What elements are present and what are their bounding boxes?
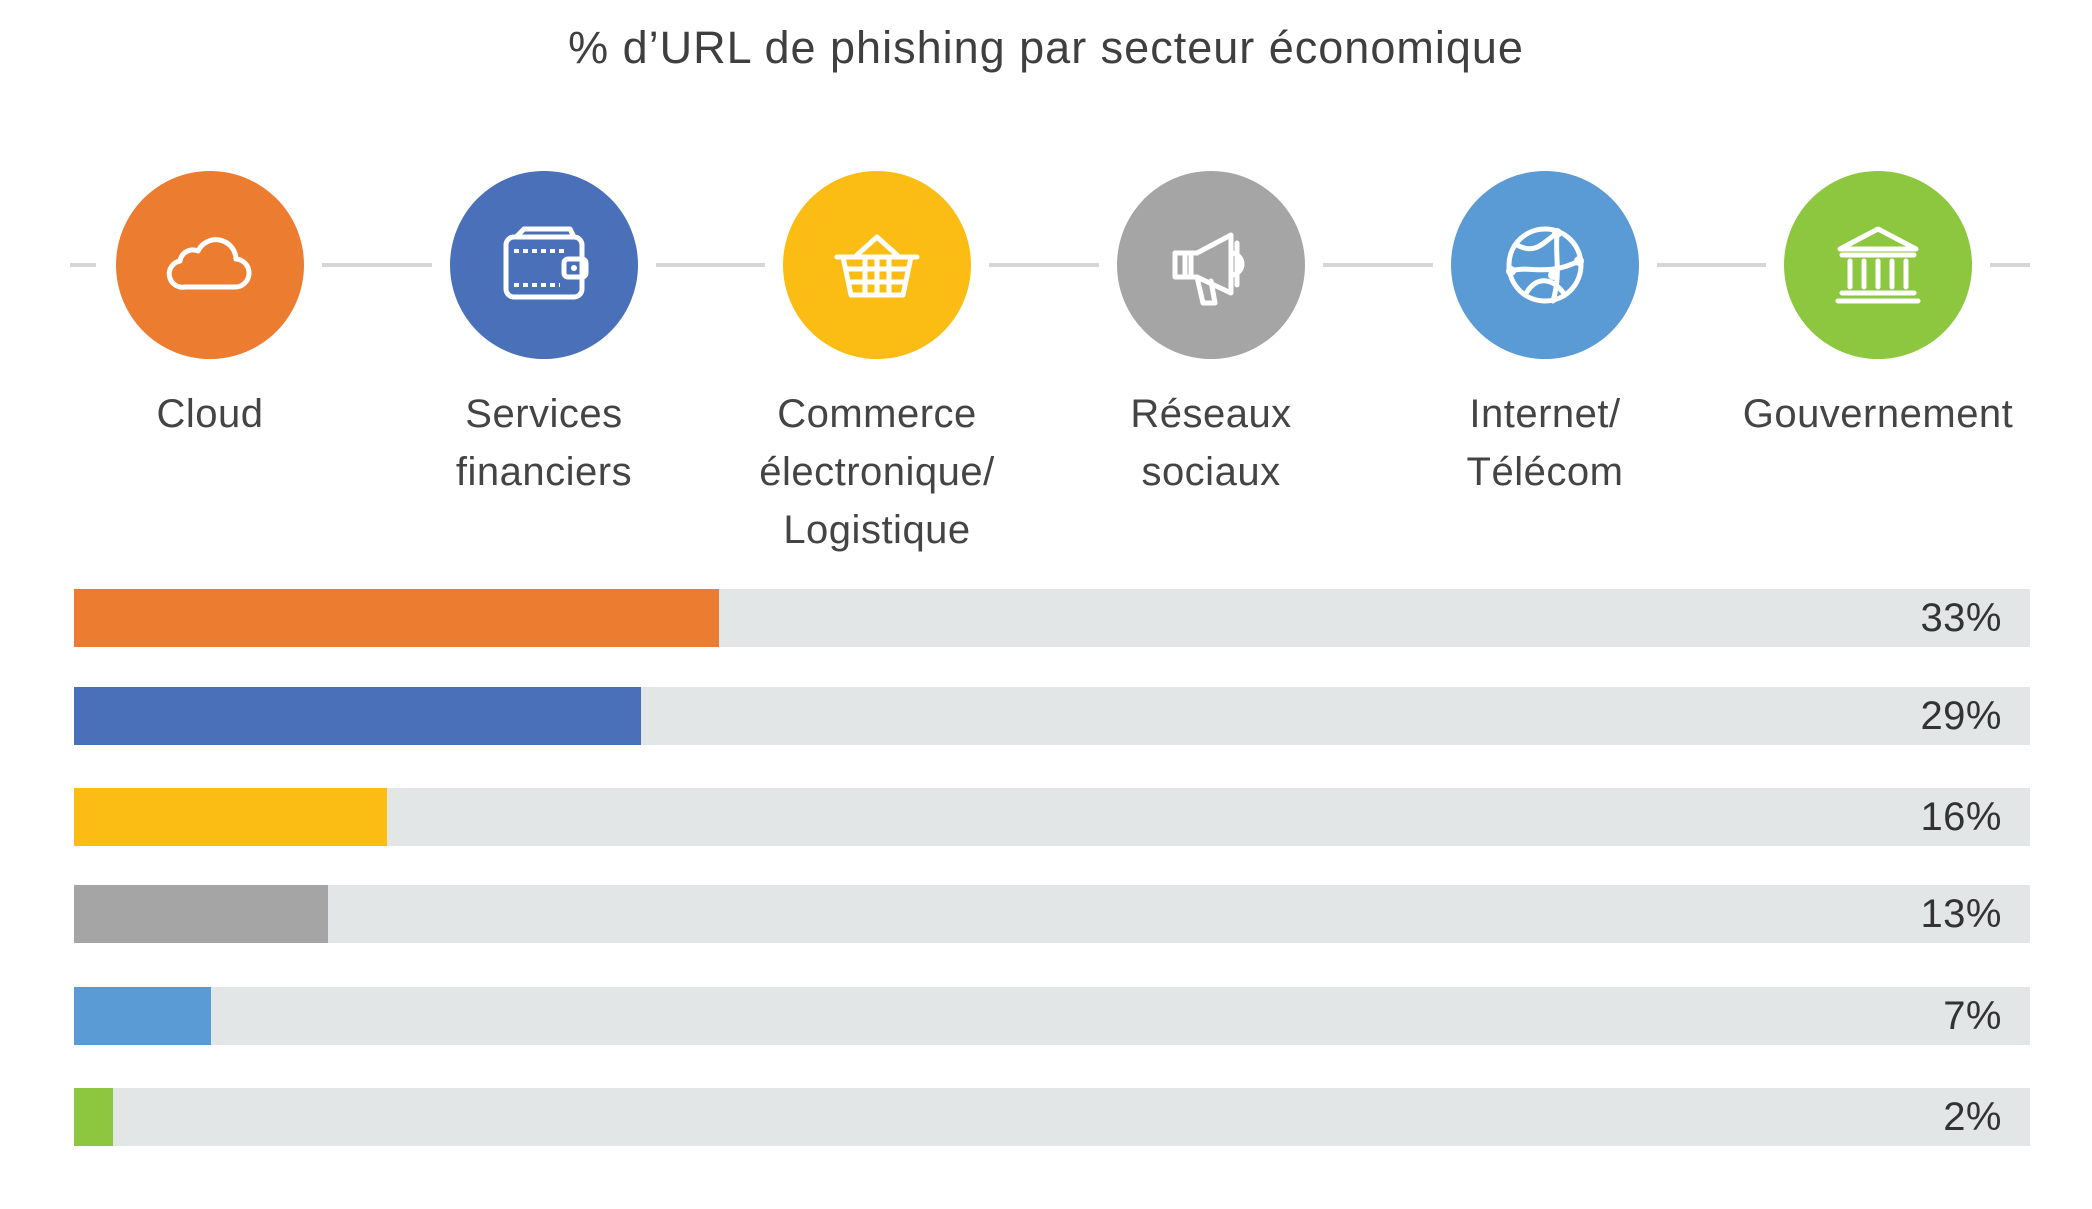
bar-track: 13% <box>74 885 2030 943</box>
sector-label: Cloud <box>45 385 375 443</box>
sector-label-line: Internet/ <box>1469 392 1621 436</box>
timeline-connector <box>322 263 432 267</box>
chart-title: % d’URL de phishing par secteur économiq… <box>568 22 1524 73</box>
bar <box>74 1088 114 1146</box>
bar-track: 16% <box>74 788 2030 846</box>
sector-label: Réseaux sociaux <box>1046 385 1376 501</box>
cloud-icon <box>160 215 260 315</box>
sector-icon-circle <box>783 171 971 359</box>
bar-track: 29% <box>74 687 2030 745</box>
globe-icon <box>1495 215 1595 315</box>
wallet-icon <box>494 215 594 315</box>
bar <box>74 987 211 1045</box>
timeline-connector <box>989 263 1099 267</box>
timeline-connector <box>1990 263 2030 267</box>
sector-icon-circle <box>116 171 304 359</box>
bar-value-label: 33% <box>1920 596 2002 640</box>
sector-label: Internet/Télécom <box>1380 385 1710 501</box>
sector-label-line: Réseaux <box>1130 392 1292 436</box>
sector-label: Commerce électronique/Logistique <box>712 385 1042 559</box>
sector-icon-circle <box>1784 171 1972 359</box>
bar <box>74 589 720 647</box>
sector-label: Gouvernement <box>1713 385 2043 443</box>
sector-label-line: électronique/ <box>759 450 995 494</box>
sector-label-line: Logistique <box>783 508 971 552</box>
sector-label-line: financiers <box>455 450 633 494</box>
bar-value-label: 16% <box>1920 795 2002 839</box>
sector-label-line: Télécom <box>1466 450 1624 494</box>
bar-track: 33% <box>74 589 2030 647</box>
sector-icon-circle <box>450 171 638 359</box>
bar-track: 2% <box>74 1088 2030 1146</box>
bar-value-label: 7% <box>1943 994 2002 1038</box>
sector-label-line: sociaux <box>1141 450 1281 494</box>
bar-value-label: 2% <box>1943 1095 2002 1139</box>
government-building-icon <box>1828 215 1928 315</box>
timeline-connector <box>70 263 96 267</box>
sector-label: Services financiers <box>379 385 709 501</box>
sector-label-line: Services <box>465 392 623 436</box>
bar-value-label: 29% <box>1920 694 2002 738</box>
sector-label-line: Cloud <box>156 392 264 436</box>
sector-icon-circle <box>1117 171 1305 359</box>
timeline-connector <box>1323 263 1433 267</box>
sector-icon-circle <box>1451 171 1639 359</box>
basket-icon <box>827 215 927 315</box>
bar-value-label: 13% <box>1920 892 2002 936</box>
bar <box>74 788 387 846</box>
sector-label-line: Commerce <box>777 392 977 436</box>
timeline-connector <box>656 263 765 267</box>
timeline-connector <box>1657 263 1766 267</box>
sector-label-line: Gouvernement <box>1742 392 2014 436</box>
bar <box>74 687 642 745</box>
bar <box>74 885 329 943</box>
bar-track: 7% <box>74 987 2030 1045</box>
megaphone-icon <box>1161 215 1261 315</box>
